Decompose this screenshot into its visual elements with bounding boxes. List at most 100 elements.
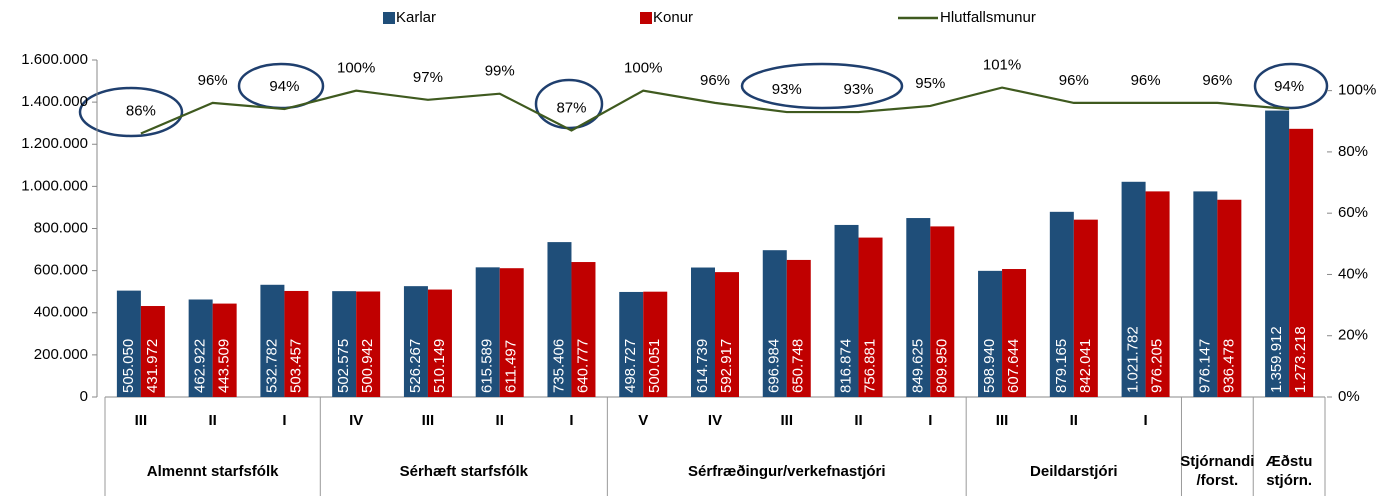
bar [212, 303, 237, 397]
y-tick-label: 200.000 [34, 346, 88, 363]
value-label: 615.589 [479, 339, 496, 393]
y-tick-label: 400.000 [34, 304, 88, 321]
ratio-label: 86% [126, 102, 156, 119]
value-label: 809.950 [933, 339, 950, 393]
bar [260, 284, 285, 397]
bar [762, 250, 787, 397]
bar [930, 226, 955, 397]
bar [1145, 191, 1170, 397]
bar [1121, 181, 1146, 397]
ratio-line [140, 86, 1290, 135]
group-label: Almennt starfsfólk [146, 462, 279, 480]
value-label: 1.359.912 [1268, 326, 1285, 393]
y2-tick-label: 40% [1338, 265, 1368, 282]
value-label: 756.881 [861, 339, 878, 393]
value-label: 598.940 [981, 339, 998, 393]
bar [1265, 110, 1290, 397]
value-label: 532.782 [263, 339, 280, 393]
ratio-label: 96% [1202, 72, 1232, 89]
highlight-ellipse [78, 86, 184, 138]
y-tick-label: 0 [80, 388, 88, 405]
bar [858, 237, 883, 397]
bar [284, 290, 309, 397]
bar [1002, 269, 1027, 397]
value-label: 443.509 [216, 339, 233, 393]
y2-tick-label: 100% [1338, 82, 1376, 99]
value-label: 1.273.218 [1292, 326, 1309, 393]
bar [906, 218, 931, 397]
group-label: Æðstu stjórn. [1265, 453, 1313, 489]
value-label: 696.984 [766, 339, 783, 393]
ratio-label: 87% [556, 99, 586, 116]
y-tick-label: 800.000 [34, 219, 88, 236]
value-label: 607.644 [1005, 339, 1022, 393]
x-tick-label: III [781, 412, 794, 429]
highlight-ellipse [740, 62, 904, 110]
ratio-label: 96% [1131, 72, 1161, 89]
ratio-label: 95% [915, 75, 945, 92]
value-label: 1.021.782 [1125, 326, 1142, 393]
value-label: 503.457 [287, 339, 304, 393]
value-label: 592.917 [718, 339, 735, 393]
bar [691, 267, 715, 397]
y-tick-label: 600.000 [34, 262, 88, 279]
bar [499, 268, 524, 397]
bar [547, 242, 572, 397]
legend-label: Hlutfallsmunur [940, 9, 1036, 26]
value-label: 431.972 [144, 339, 161, 393]
highlight-ellipse [1253, 62, 1329, 110]
y-tick-label: 1.400.000 [21, 93, 88, 110]
y-tick-label: 1.000.000 [21, 177, 88, 194]
value-label: 879.165 [1053, 339, 1070, 393]
ratio-label: 93% [844, 81, 874, 98]
ratio-label: 96% [1059, 72, 1089, 89]
legend-swatch [383, 12, 395, 24]
value-label: 640.777 [574, 339, 591, 393]
bar [140, 306, 165, 397]
x-tick-label: I [282, 412, 286, 429]
y-tick-label: 1.200.000 [21, 135, 88, 152]
value-label: 498.727 [622, 339, 639, 393]
legend-label: Konur [653, 9, 693, 26]
x-tick-label: III [996, 412, 1009, 429]
y2-tick-label: 20% [1338, 327, 1368, 344]
bar [188, 299, 213, 397]
legend-label: Karlar [396, 9, 436, 26]
x-tick-label: I [569, 412, 573, 429]
y-tick-label: 1.600.000 [21, 51, 88, 68]
ratio-label: 99% [485, 63, 515, 80]
x-tick-label: II [1070, 412, 1078, 429]
bar [1073, 219, 1098, 397]
bar [978, 270, 1003, 397]
value-label: 500.051 [646, 339, 663, 393]
bar [715, 272, 739, 397]
value-label: 611.497 [503, 340, 520, 393]
x-tick-label: IV [349, 412, 363, 429]
x-tick-label: IV [708, 412, 722, 429]
bar [116, 290, 141, 397]
value-label: 462.922 [192, 339, 209, 393]
x-tick-label: V [638, 412, 648, 429]
value-label: 735.406 [550, 339, 567, 393]
y2-tick-label: 0% [1338, 388, 1360, 405]
legend-swatch [640, 12, 652, 24]
group-label: Deildarstjóri [1030, 462, 1118, 480]
ratio-label: 93% [772, 81, 802, 98]
value-label: 502.575 [335, 339, 352, 393]
bar [356, 291, 381, 397]
ratio-label: 100% [624, 60, 662, 77]
bar [1289, 128, 1314, 397]
group-label: Sérfræðingur/verkefnastjóri [687, 462, 886, 480]
ratio-label: 101% [983, 57, 1021, 74]
ratio-label: 100% [337, 60, 375, 77]
x-tick-label: II [496, 412, 504, 429]
value-label: 842.041 [1077, 339, 1094, 393]
value-label: 500.942 [359, 339, 376, 393]
bar [1217, 199, 1242, 397]
x-tick-label: III [135, 412, 148, 429]
bar [619, 291, 644, 397]
bar [834, 224, 859, 397]
value-label: 614.739 [694, 339, 711, 393]
y2-tick-label: 80% [1338, 143, 1368, 160]
